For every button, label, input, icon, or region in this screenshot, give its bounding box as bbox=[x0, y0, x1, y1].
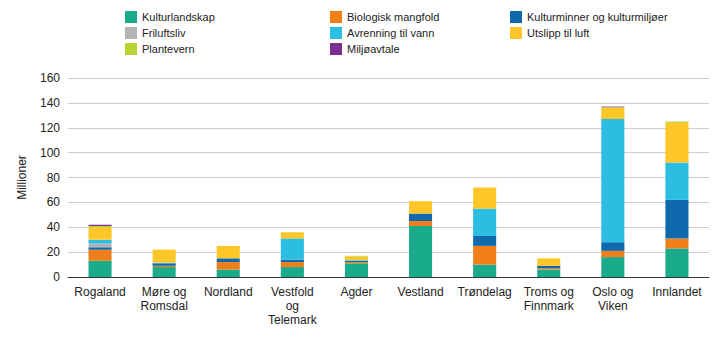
svg-text:Nordland: Nordland bbox=[204, 285, 253, 299]
svg-text:40: 40 bbox=[47, 220, 61, 234]
svg-text:Viken: Viken bbox=[598, 299, 628, 313]
svg-text:Innlandet: Innlandet bbox=[652, 285, 702, 299]
svg-text:140: 140 bbox=[40, 96, 60, 110]
svg-text:Friluftsliv: Friluftsliv bbox=[142, 27, 186, 39]
svg-text:Telemark: Telemark bbox=[268, 313, 318, 327]
svg-text:Møre og: Møre og bbox=[142, 285, 187, 299]
svg-text:Vestland: Vestland bbox=[398, 285, 444, 299]
svg-text:Avrenning til vann: Avrenning til vann bbox=[347, 27, 434, 39]
svg-text:Rogaland: Rogaland bbox=[74, 285, 125, 299]
svg-text:og: og bbox=[286, 299, 299, 313]
svg-text:Agder: Agder bbox=[340, 285, 372, 299]
svg-text:80: 80 bbox=[47, 171, 61, 185]
svg-text:100: 100 bbox=[40, 146, 60, 160]
svg-text:60: 60 bbox=[47, 195, 61, 209]
svg-text:Romsdal: Romsdal bbox=[140, 299, 187, 313]
svg-text:Oslo og: Oslo og bbox=[592, 285, 633, 299]
svg-text:120: 120 bbox=[40, 121, 60, 135]
svg-text:160: 160 bbox=[40, 71, 60, 85]
svg-text:Kulturminner og kulturmiljøer: Kulturminner og kulturmiljøer bbox=[527, 11, 668, 23]
svg-text:Vestfold: Vestfold bbox=[271, 285, 314, 299]
svg-text:20: 20 bbox=[47, 245, 61, 259]
svg-text:Biologisk mangfold: Biologisk mangfold bbox=[347, 11, 439, 23]
svg-text:0: 0 bbox=[53, 270, 60, 284]
svg-text:Troms og: Troms og bbox=[524, 285, 574, 299]
svg-text:Miljøavtale: Miljøavtale bbox=[347, 43, 400, 55]
svg-text:Millioner: Millioner bbox=[15, 155, 29, 200]
svg-text:Trøndelag: Trøndelag bbox=[458, 285, 512, 299]
svg-text:Utslipp til luft: Utslipp til luft bbox=[527, 27, 589, 39]
svg-text:Plantevern: Plantevern bbox=[142, 43, 195, 55]
svg-text:Kulturlandskap: Kulturlandskap bbox=[142, 11, 215, 23]
svg-text:Finnmark: Finnmark bbox=[524, 299, 575, 313]
